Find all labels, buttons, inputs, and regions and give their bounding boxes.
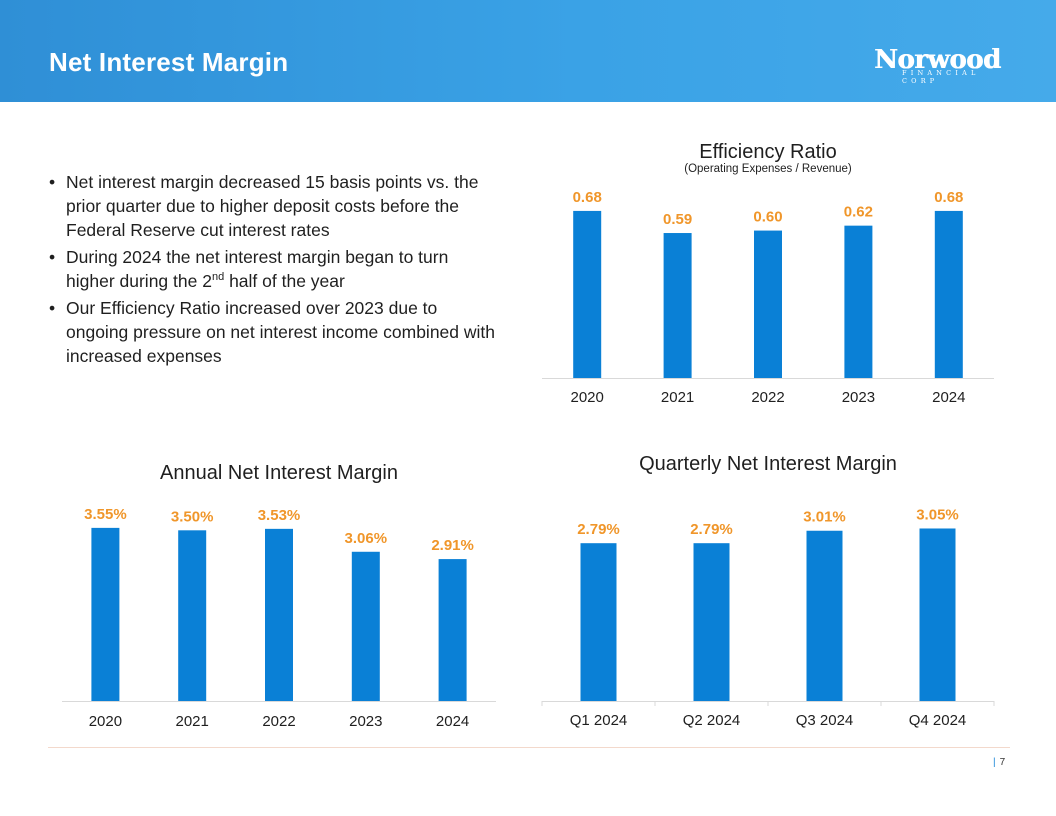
page-number: | 7	[993, 757, 1005, 768]
category-label: 2021	[176, 713, 209, 730]
chart-subtitle: (Operating Expenses / Revenue)	[684, 163, 852, 175]
data-label: 0.60	[753, 209, 782, 226]
quarterly-nim-chart: Quarterly Net Interest Margin 2.79% Q1 202…	[541, 453, 995, 729]
category-label: Q2 2024	[683, 712, 741, 729]
data-label: 3.55%	[84, 506, 127, 523]
chart-title: Quarterly Net Interest Margin	[639, 453, 897, 475]
bar-q1-2024	[580, 543, 617, 701]
data-label: 2.91%	[431, 537, 474, 554]
data-label: 0.59	[663, 211, 692, 228]
bullet-item: Net interest margin decreased 15 basis p…	[48, 170, 498, 242]
bar-2024	[438, 559, 467, 701]
bar-2020	[573, 210, 602, 378]
bar-2022	[265, 528, 293, 701]
bar-2024	[934, 210, 963, 378]
category-label: 2024	[436, 713, 469, 730]
bar-2020	[91, 527, 120, 701]
data-label: 3.50%	[171, 508, 214, 525]
data-label: 3.06%	[345, 530, 388, 547]
data-label: 0.68	[573, 189, 602, 206]
page-number-value: 7	[999, 757, 1006, 768]
category-label: 2022	[262, 713, 295, 730]
category-label: 2020	[89, 713, 122, 730]
bullet-text: half of the year	[224, 271, 345, 291]
logo-tagline: FINANCIAL CORP	[902, 69, 980, 85]
bar-q4-2024	[919, 528, 956, 701]
bullet-text: Net interest margin decreased 15 basis p…	[66, 172, 479, 240]
category-label: Q1 2024	[570, 712, 628, 729]
category-label: 2024	[932, 389, 965, 406]
bullet-item: Our Efficiency Ratio increased over 2023…	[48, 296, 498, 368]
bar-2023	[351, 551, 380, 701]
category-label: 2023	[349, 713, 382, 730]
page-marker-icon: |	[993, 757, 996, 768]
bullet-superscript: nd	[211, 271, 225, 284]
data-label: 3.53%	[258, 507, 301, 524]
category-label: 2020	[571, 389, 604, 406]
bullet-item: During 2024 the net interest margin bega…	[48, 245, 498, 293]
bar-2021	[178, 530, 207, 701]
header-bar: Net Interest Margin Norwood FINANCIAL CO…	[0, 0, 1056, 102]
data-label: 3.05%	[916, 506, 959, 523]
bullet-text: During 2024 the net interest margin bega…	[66, 247, 449, 291]
data-label: 0.62	[844, 204, 873, 221]
bullet-list: Net interest margin decreased 15 basis p…	[48, 170, 498, 371]
logo-wordmark: Norwood	[874, 45, 1001, 75]
efficiency-ratio-chart: Efficiency Ratio(Operating Expenses / Re…	[542, 141, 994, 406]
data-label: 0.68	[934, 189, 963, 206]
bar-q3-2024	[806, 530, 843, 701]
category-label: 2021	[661, 389, 694, 406]
bar-2021	[663, 233, 692, 378]
data-label: 2.79%	[577, 521, 620, 538]
chart-title: Efficiency Ratio	[699, 141, 836, 163]
category-label: Q4 2024	[909, 712, 967, 729]
bullet-text: Our Efficiency Ratio increased over 2023…	[66, 298, 495, 366]
category-label: 2022	[751, 389, 784, 406]
bar-2022	[754, 230, 782, 378]
annual-nim-chart: Annual Net Interest Margin 3.55% 2020 3.50%…	[62, 462, 496, 730]
data-label: 3.01%	[803, 509, 846, 526]
chart-title: Annual Net Interest Margin	[160, 462, 398, 484]
data-label: 2.79%	[690, 521, 733, 538]
category-label: 2023	[842, 389, 875, 406]
category-label: Q3 2024	[796, 712, 854, 729]
norwood-logo: Norwood FINANCIAL CORP	[874, 45, 1010, 85]
bar-2023	[844, 225, 873, 378]
footer-divider	[48, 747, 1010, 748]
page-title: Net Interest Margin	[49, 47, 289, 77]
bar-q2-2024	[693, 543, 730, 701]
